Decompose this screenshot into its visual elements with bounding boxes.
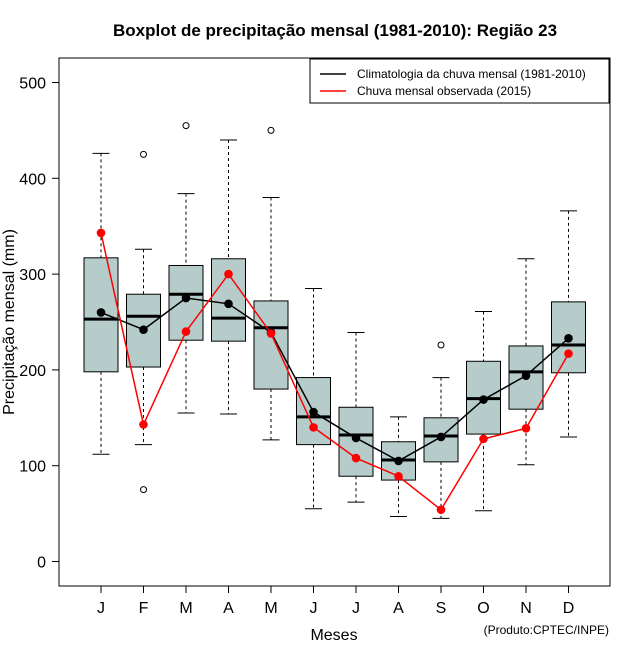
- outlier-point: [182, 122, 190, 130]
- box-month: [466, 310, 501, 512]
- series-line: [100, 297, 569, 462]
- x-tick-label: A: [223, 600, 234, 617]
- box-month: [381, 416, 416, 517]
- outlier-point: [140, 150, 147, 158]
- legend: Climatologia da chuva mensal (1981-2010)…: [309, 58, 610, 104]
- x-tick-label: M: [264, 600, 277, 617]
- iqr-box: [253, 300, 289, 390]
- series-point: [479, 395, 488, 404]
- series-point: [309, 407, 318, 417]
- series-point: [394, 471, 403, 481]
- outlier-point: [140, 486, 147, 494]
- x-tick-label: S: [436, 600, 447, 617]
- box-month: [168, 122, 204, 414]
- x-axis-label: Meses: [310, 627, 357, 644]
- outlier-point: [437, 341, 445, 349]
- plot-layer: 0 100 200 300 400 500 J F M A M J J A S O N D: [19, 76, 586, 617]
- box-month: [83, 152, 119, 455]
- series-point: [309, 423, 318, 432]
- chart-title: Boxplot de precipitação mensal (1981-201…: [113, 21, 557, 40]
- series-point: [394, 456, 403, 466]
- series-point: [521, 371, 531, 380]
- legend-label-observed: Chuva mensal observada (2015): [357, 84, 531, 98]
- box-month: [296, 287, 331, 510]
- box-month: [126, 150, 161, 494]
- y-tick-label: 100: [19, 459, 46, 476]
- x-tick-label: N: [520, 600, 532, 617]
- y-tick-label: 500: [19, 76, 46, 93]
- legend-box: [309, 58, 610, 104]
- legend-label-climatology: Climatologia da chuva mensal (1981-2010): [357, 67, 586, 81]
- x-tick-label: M: [179, 600, 192, 617]
- series-point: [181, 327, 191, 336]
- box-month: [423, 341, 459, 519]
- box-month: [508, 258, 544, 466]
- y-tick-label: 0: [37, 555, 46, 572]
- series-point: [564, 349, 573, 358]
- x-tick-label: O: [477, 600, 489, 617]
- y-axis-label: Precipitação mensal (mm): [1, 229, 18, 415]
- series-point: [351, 453, 361, 463]
- series-point: [436, 505, 446, 515]
- y-tick-label: 300: [19, 267, 46, 284]
- outlier-point: [267, 126, 275, 134]
- box-month: [253, 126, 289, 441]
- y-tick-label: 400: [19, 171, 46, 188]
- x-tick-label: F: [139, 600, 149, 617]
- series-point: [224, 299, 233, 309]
- series-point: [479, 434, 488, 444]
- series-point: [224, 269, 233, 279]
- series-climatology: [96, 293, 573, 466]
- series-point: [436, 432, 446, 442]
- y-tick-label: 200: [19, 363, 46, 380]
- plot-frame: [58, 57, 611, 587]
- series-point: [139, 420, 148, 429]
- series-point: [139, 325, 148, 334]
- series-line: [100, 232, 570, 511]
- box-month: [338, 332, 374, 503]
- x-tick-label: J: [310, 600, 318, 617]
- x-tick-label: J: [97, 600, 105, 617]
- series-point: [181, 293, 191, 303]
- product-credit: (Produto:CPTEC/INPE): [484, 623, 609, 637]
- series-point: [351, 433, 361, 443]
- series-point: [96, 228, 106, 238]
- x-tick-label: J: [352, 600, 360, 617]
- series-point: [564, 333, 573, 343]
- series-point: [521, 424, 531, 433]
- iqr-box: [296, 377, 331, 446]
- x-tick-label: A: [393, 600, 404, 617]
- series-point: [266, 329, 276, 338]
- x-tick-label: D: [563, 600, 575, 617]
- series-observed: [96, 228, 573, 515]
- box-month: [551, 210, 586, 438]
- series-point: [96, 308, 106, 317]
